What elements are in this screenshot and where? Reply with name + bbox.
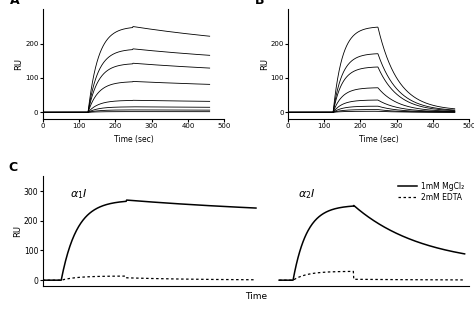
Legend: 1mM MgCl₂, 2mM EDTA: 1mM MgCl₂, 2mM EDTA	[396, 180, 465, 203]
Text: B: B	[255, 0, 264, 7]
Y-axis label: RU: RU	[260, 58, 269, 70]
Text: $\alpha_1$$I$: $\alpha_1$$I$	[71, 187, 88, 201]
Text: A: A	[10, 0, 19, 7]
Text: C: C	[9, 161, 18, 174]
Y-axis label: RU: RU	[15, 58, 24, 70]
X-axis label: Time: Time	[245, 292, 267, 301]
X-axis label: Time (sec): Time (sec)	[359, 135, 398, 144]
Text: $\alpha_2$$I$: $\alpha_2$$I$	[298, 187, 315, 201]
Y-axis label: RU: RU	[13, 225, 22, 237]
X-axis label: Time (sec): Time (sec)	[114, 135, 153, 144]
